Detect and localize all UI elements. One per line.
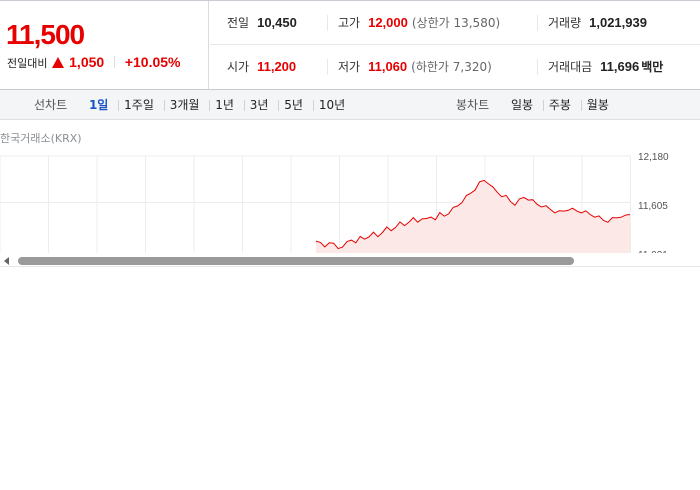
intraday-chart: 12,180 11,605 11,031 한국거래소(KRX) <box>0 128 700 268</box>
stat-value: 1,021,939 <box>589 15 647 30</box>
change-value: 1,050 <box>69 54 105 70</box>
current-price: 11,500 <box>6 19 85 50</box>
y-tick-label: 11,031 <box>638 250 668 254</box>
change-label: 전일대비 <box>7 57 48 70</box>
lower-limit: (하한가 7,320) <box>411 60 492 74</box>
period-1d[interactable]: 1일 <box>88 98 109 112</box>
stat-value: 12,000 <box>368 15 408 30</box>
stat-value: 10,450 <box>257 15 297 30</box>
scroll-thumb[interactable] <box>18 257 574 265</box>
stat-row-1: 전일 10,450 고가 12,000 (상한가 13,580) 거래량 1,021,9… <box>210 1 700 45</box>
stat-value: 11,696 <box>600 59 640 74</box>
current-price-block: 11,500 전일대비 1,050 +10.05% <box>0 1 209 89</box>
candle-chart-periods: 봉차트 일봉 주봉 월봉 <box>456 90 615 120</box>
stat-label: 전일 <box>227 16 250 30</box>
candle-chart-title: 봉차트 <box>456 98 490 112</box>
stat-label: 거래대금 <box>548 60 593 74</box>
period-3y[interactable]: 3년 <box>243 90 275 120</box>
stat-row-2: 시가 11,200 저가 11,060 (하한가 7,320) 거래대금 11,696 백… <box>210 45 700 89</box>
stat-prev-close: 전일 10,450 <box>227 1 297 45</box>
chart-canvas: 12,180 11,605 11,031 <box>0 152 669 254</box>
stat-label: 저가 <box>338 60 361 74</box>
stat-high: 고가 12,000 (상한가 13,580) <box>327 15 500 31</box>
turnover-unit: 백만 <box>641 60 664 74</box>
candle-weekly[interactable]: 주봉 <box>542 90 577 120</box>
line-chart-periods: 선차트 1일 1주일 3개월 1년 3년 5년 10년 <box>34 90 351 120</box>
change-percent: +10.05% <box>124 54 181 70</box>
chart-scrollbar[interactable] <box>0 253 700 267</box>
upper-limit: (상한가 13,580) <box>411 16 501 30</box>
y-tick-label: 12,180 <box>638 152 669 163</box>
period-5y[interactable]: 5년 <box>278 90 309 120</box>
y-axis-ticks: 12,180 11,605 11,031 <box>638 152 669 254</box>
stat-label: 고가 <box>338 16 361 30</box>
exchange-label: 한국거래소(KRX) <box>0 132 82 145</box>
stat-value: 11,060 <box>368 59 408 74</box>
period-1w[interactable]: 1주일 <box>118 90 160 120</box>
stat-turnover: 거래대금 11,696 백만 <box>537 59 663 75</box>
quote-stats: 전일 10,450 고가 12,000 (상한가 13,580) 거래량 1,021,9… <box>210 1 700 89</box>
stat-low: 저가 11,060 (하한가 7,320) <box>327 59 492 75</box>
change-row: 전일대비 1,050 +10.05% <box>7 54 181 71</box>
price-area <box>316 180 630 254</box>
period-10y[interactable]: 10년 <box>312 90 351 120</box>
line-chart-title: 선차트 <box>34 98 68 112</box>
stat-label: 시가 <box>227 60 250 74</box>
price-line <box>315 179 631 250</box>
stat-open: 시가 11,200 <box>227 45 296 89</box>
period-3m[interactable]: 3개월 <box>163 90 206 120</box>
up-triangle-icon <box>52 57 65 68</box>
stat-label: 거래량 <box>548 16 582 30</box>
candle-daily[interactable]: 일봉 <box>510 98 534 112</box>
y-tick-label: 11,605 <box>638 201 668 212</box>
quote-panel: 11,500 전일대비 1,050 +10.05% 전일 10,450 고가 12,… <box>0 0 700 90</box>
scroll-left-arrow[interactable] <box>4 257 9 265</box>
divider <box>114 56 116 68</box>
candle-monthly[interactable]: 월봉 <box>580 90 615 120</box>
stat-volume: 거래량 1,021,939 <box>537 15 647 31</box>
chart-toolbar: 선차트 1일 1주일 3개월 1년 3년 5년 10년 봉차트 일봉 주봉 월봉 <box>0 90 700 120</box>
stat-value: 11,200 <box>257 59 297 74</box>
period-1y[interactable]: 1년 <box>209 90 240 120</box>
